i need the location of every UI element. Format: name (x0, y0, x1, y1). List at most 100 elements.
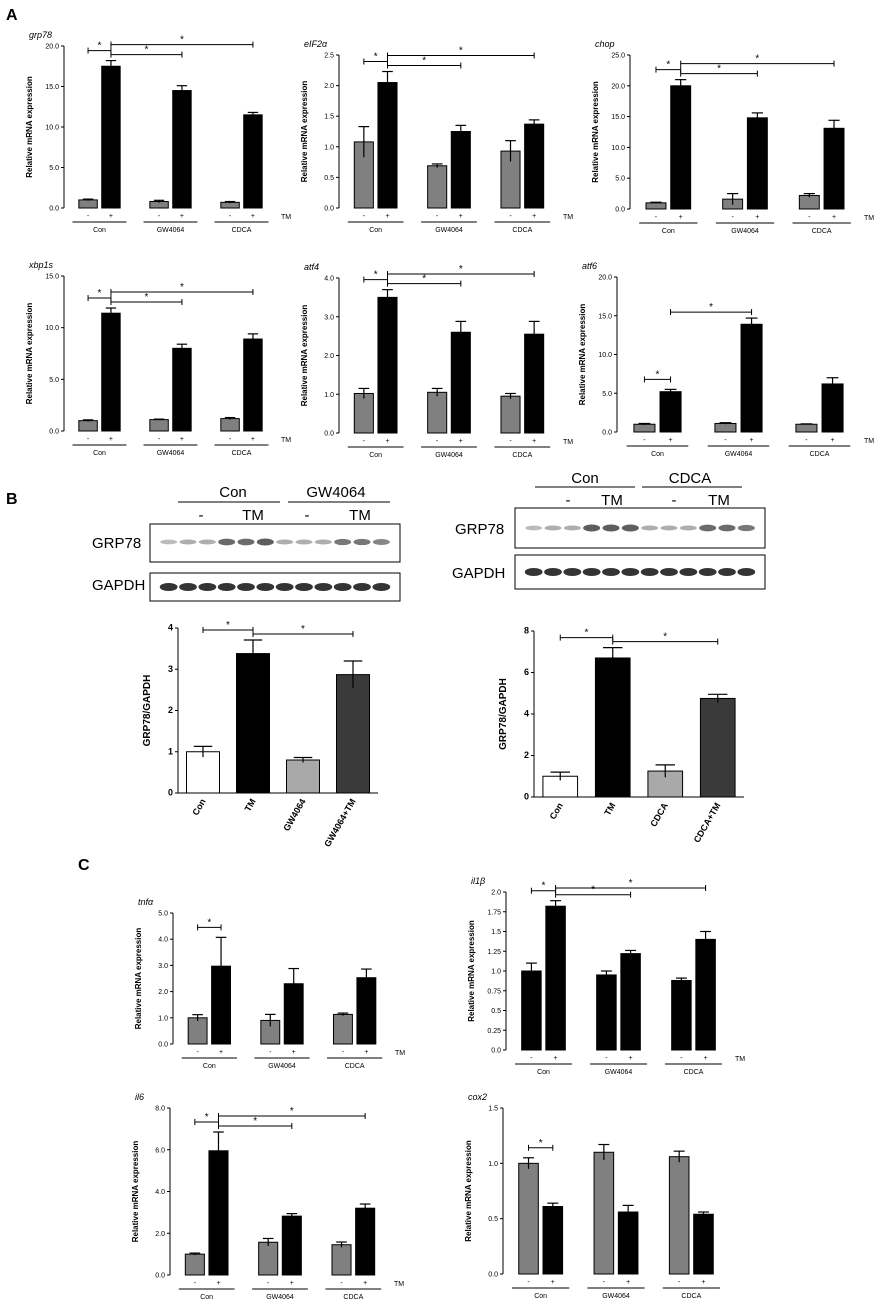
treatment-label: + (385, 438, 389, 445)
chart-a1: grp78 Relative mRNA expression 0.0 5.0 10.0 1… (25, 30, 291, 234)
significance-star: * (755, 54, 759, 65)
grp78-band (679, 525, 697, 531)
grp78-band (256, 538, 274, 546)
treatment-label: - (436, 438, 439, 445)
blot1-treatment-2: TM (242, 507, 264, 524)
y-tick-label: 2.0 (491, 890, 501, 897)
x-tick-label: TM (243, 797, 258, 813)
chart-c2: il1β Relative mRNA expression 0.0 0.25 0.5 0.… (467, 876, 745, 1076)
chart-title: chop (595, 39, 615, 49)
panel-label-c: C (78, 857, 90, 874)
group-label: GW4064 (602, 1293, 630, 1300)
y-tick-label: 0.5 (488, 1216, 498, 1223)
group-label: GW4064 (268, 1063, 296, 1070)
grp78-band (583, 524, 601, 532)
y-tick-label: 0.0 (155, 1273, 165, 1280)
y-tick-label: 0 (168, 788, 173, 798)
bar (668, 1156, 690, 1275)
significance-star: * (666, 60, 670, 71)
y-tick-label: 20.0 (45, 44, 59, 51)
treatment-label: + (551, 1279, 555, 1286)
chart-c3: il6 Relative mRNA expression 0.0 2.0 4.0 6.0 8… (131, 1092, 404, 1301)
grp78-band (160, 539, 178, 545)
treatment-axis-label: TM (281, 214, 291, 221)
grp78-band (353, 538, 371, 546)
y-tick-label: 0.0 (615, 207, 625, 214)
bar (377, 82, 398, 209)
bar (671, 979, 692, 1051)
western-blot-cdca: Con CDCA - TM - TM GRP78 GAPDH (452, 470, 766, 590)
y-axis-label: Relative mRNA expression (25, 76, 34, 178)
significance-star: * (374, 270, 378, 281)
y-axis-label: Relative mRNA expression (591, 81, 600, 183)
y-axis-label: Relative mRNA expression (134, 928, 143, 1030)
bar (172, 347, 192, 432)
significance-star: * (205, 1112, 209, 1123)
chart-c4: cox2 Relative mRNA expression 0.0 0.5 1.0 1.5… (464, 1092, 720, 1300)
significance-star: * (422, 56, 426, 67)
y-axis-label: Relative mRNA expression (300, 305, 309, 407)
treatment-label: - (342, 1049, 345, 1056)
bar (184, 1253, 205, 1276)
bar (355, 1207, 376, 1276)
bar (101, 312, 121, 432)
y-tick-label: 0.25 (487, 1028, 501, 1035)
treatment-label: + (679, 214, 683, 221)
treatment-label: - (680, 1055, 683, 1062)
y-tick-label: 1.0 (488, 1161, 498, 1168)
grp78-band (602, 524, 620, 532)
grp78-band (718, 524, 736, 532)
y-tick-label: 1.75 (487, 909, 501, 916)
bar (281, 1215, 302, 1276)
y-tick-label: 15.0 (611, 114, 625, 121)
y-axis-label: Relative mRNA expression (467, 920, 476, 1022)
y-tick-label: 15.0 (45, 84, 59, 91)
y-tick-label: 1.25 (487, 949, 501, 956)
bar (377, 296, 398, 434)
group-label: CDCA (232, 450, 252, 457)
chart-title: tnfα (138, 897, 154, 907)
treatment-label: - (509, 438, 512, 445)
bar (336, 674, 370, 794)
y-tick-label: 0.0 (158, 1042, 168, 1049)
treatment-label: + (629, 1055, 633, 1062)
gapdh-band (256, 583, 275, 591)
gapdh-band (718, 568, 736, 576)
y-tick-label: 1.5 (491, 929, 501, 936)
y-tick-label: 10.0 (611, 145, 625, 152)
chart-title: atf4 (304, 262, 319, 272)
gapdh-band (524, 568, 543, 576)
y-tick-label: 8.0 (155, 1106, 165, 1113)
group-label: CDCA (512, 452, 532, 459)
grp78-band (334, 538, 352, 546)
treatment-label: - (229, 213, 232, 220)
bar (286, 759, 320, 794)
significance-star: * (656, 369, 660, 380)
bar (593, 1151, 615, 1275)
group-label: CDCA (684, 1069, 704, 1076)
gapdh-band (353, 583, 371, 591)
grp78-band (198, 539, 216, 545)
treatment-label: + (532, 438, 536, 445)
treatment-label: + (251, 436, 255, 443)
y-tick-label: 3 (168, 664, 173, 674)
y-tick-label: 2.5 (324, 53, 334, 60)
y-tick-label: 2.0 (155, 1231, 165, 1238)
group-label: CDCA (681, 1293, 701, 1300)
y-tick-label: 4 (524, 709, 529, 719)
y-tick-label: 10.0 (45, 125, 59, 132)
y-tick-label: 2.0 (324, 83, 334, 90)
treatment-label: + (216, 1280, 220, 1287)
gapdh-band (314, 583, 333, 591)
significance-star: * (663, 632, 667, 643)
y-tick-label: 5.0 (49, 165, 59, 172)
chart-c1: tnfα Relative mRNA expression 0.0 1.0 2.0 3.0… (134, 897, 405, 1070)
treatment-label: + (669, 437, 673, 444)
grp78-band (218, 538, 236, 546)
bar (714, 422, 737, 433)
chart-title: il1β (471, 876, 485, 886)
bar (699, 697, 736, 798)
bar (149, 419, 169, 432)
y-tick-label: 5.0 (602, 391, 612, 398)
bar (633, 423, 656, 433)
